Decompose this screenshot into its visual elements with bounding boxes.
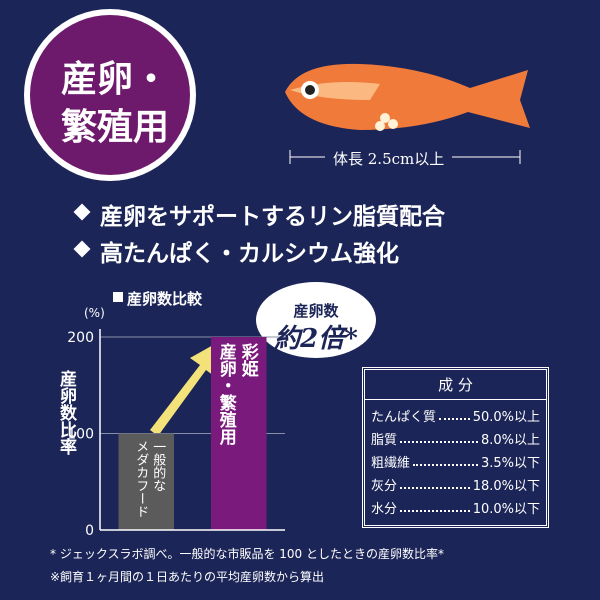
composition-row: 水分 10.0%以下 (365, 496, 546, 519)
chart-title: 産卵数比較 (127, 290, 203, 308)
bullet-text: 産卵をサポートするリン脂質配合 (100, 204, 445, 230)
bullet: 高たんぱく・カルシウム強化 (73, 234, 399, 268)
y-tick-label: 100 (67, 427, 94, 443)
title-square (113, 292, 123, 302)
composition-value: 8.0%以上 (480, 433, 540, 448)
arrow (150, 340, 222, 436)
badge (30, 15, 190, 175)
x-category-label: 彩姫 産卵・繁殖用 (215, 343, 258, 445)
composition-table: 成 分 たんぱく質 50.0%以上脂質 8.0%以上粗繊維 3.5%以下灰分 18.0%… (362, 367, 549, 528)
badge-text: 繁殖用 (60, 107, 169, 148)
composition-value: 18.0%以下 (472, 479, 540, 494)
callout (256, 282, 376, 358)
composition-value: 10.0%以下 (472, 502, 540, 517)
fish-caption: 体長 2.5cm以上 (333, 150, 445, 168)
y-label: 産卵数比率 (56, 370, 76, 455)
leader (400, 498, 470, 512)
bullet-text: 高たんぱく・カルシウム強化 (100, 241, 399, 267)
composition-row: 脂質 8.0%以上 (365, 427, 546, 450)
footnote: * ジェックスラボ調べ。一般的な市販品を 100 としたときの産卵数比率* (50, 547, 444, 561)
composition-label: 粗繊維 (371, 456, 411, 471)
leader (400, 475, 470, 489)
composition-label: 水分 (371, 502, 398, 517)
bar (211, 337, 267, 530)
footnote: ※飼育１ヶ月間の１日あたりの平均産卵数から算出 (50, 570, 325, 584)
fish (285, 63, 530, 131)
composition-value: 3.5%以下 (480, 456, 540, 471)
bullet: 産卵をサポートするリン脂質配合 (73, 197, 445, 231)
y-tick-label: 200 (67, 330, 94, 346)
x-category-label: 一般的な メダカフード (133, 439, 166, 518)
leader (439, 406, 470, 420)
annotation: 約2倍* (274, 324, 358, 354)
annotation: 産卵数 (293, 302, 339, 320)
composition-row: 粗繊維 3.5%以下 (365, 450, 546, 473)
badge-text: 産卵・ (60, 59, 169, 100)
composition-label: 脂質 (371, 433, 398, 448)
composition-label: たんぱく質 (371, 410, 437, 425)
composition-row: たんぱく質 50.0%以上 (365, 404, 546, 427)
composition-row: 灰分 18.0%以下 (365, 473, 546, 496)
y-tick-label: 0 (85, 523, 94, 539)
y-unit: (%) (84, 306, 105, 320)
bar (118, 433, 174, 530)
composition-title: 成 分 (365, 370, 546, 400)
leader (400, 429, 478, 443)
leader (413, 452, 478, 466)
composition-label: 灰分 (371, 479, 398, 494)
composition-value: 50.0%以上 (472, 410, 540, 425)
